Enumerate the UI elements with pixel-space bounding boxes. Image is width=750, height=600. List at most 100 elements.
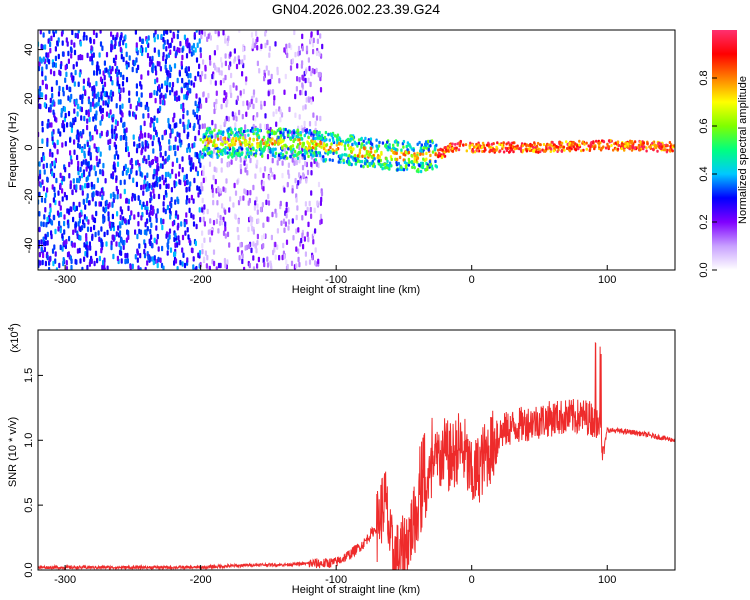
spectrogram-cell-1869 [311,42,315,48]
spectrogram-cell-2080 [219,188,222,194]
spectrogram-cell-2180 [256,240,259,246]
spectrogram-cell-2129 [248,262,251,269]
spectrogram-cell-806 [65,84,69,91]
spectrogram-cell-983 [152,135,155,141]
spectrogram-cell-2880 [287,133,290,138]
spectrogram-cell-3089 [350,137,353,141]
spectrogram-cell-1466 [56,40,59,46]
spectrogram-cell-540 [73,139,76,145]
spectrogram-cell-3044 [290,150,293,154]
spectrogram-cell-2072 [304,160,307,167]
spectrogram-cell-1638 [284,73,287,80]
spectrogram-cell-1206 [173,112,176,119]
spectrogram-cell-130 [86,124,89,131]
spectrogram-cell-3542 [454,142,457,146]
spectrogram-cell-558 [176,157,179,164]
spectrogram-cell-2977 [303,151,307,156]
spectrogram-cell-36 [82,129,85,135]
spectrogram-cell-1044 [38,103,41,109]
spectrogram-cell-3090 [384,165,387,170]
spectrogram-cell-2509 [244,143,247,147]
spectrogram-cell-548 [159,152,162,158]
spectrogram-cell-1284 [93,93,96,99]
spectrogram-cell-1697 [281,254,284,261]
spectrogram-cell-1130 [128,90,131,96]
spectrogram-cell-447 [174,122,177,129]
spectrogram-cell-2285 [255,149,258,153]
spectrogram-cell-1386 [198,98,202,104]
spectrogram-cell-1730 [254,200,257,206]
spectrogram-cell-1860 [279,116,282,123]
spectrogram-cell-1616 [304,210,307,216]
spectrogram-cell-2521 [271,142,274,146]
spectrogram-cell-3578 [509,146,512,150]
spectrogram-cell-1417 [98,255,101,262]
spectrogram-cell-2106 [295,263,298,269]
spectrogram-cell-1959 [220,57,223,63]
spectrogram-cell-1239 [186,84,189,91]
colorbar-gradient [712,30,737,270]
spectrogram-cell-191 [38,211,41,217]
spectrogram-cell-1684 [219,80,222,86]
spectrogram-cell-1311 [39,91,42,98]
spectrogram-cell-2020 [307,97,311,103]
spectrogram-cell-187 [97,91,100,98]
spectrogram-cell-936 [84,204,87,210]
spectrogram-cell-1657 [222,97,225,104]
spectrogram-cell-1481 [79,235,82,241]
spectrogram-cell-1534 [216,200,219,206]
spectrogram-cell-857 [93,184,96,190]
spectrogram-cell-275 [95,80,98,87]
spectrogram-cell-760 [83,256,86,262]
spectrogram-cell-1912 [224,53,227,59]
spectrogram-cell-1341 [48,151,52,157]
spectrogram-cell-1458 [92,191,95,198]
spectrogram-cell-1294 [93,260,96,267]
spectrogram-cell-3389 [512,150,515,154]
spectrogram-cell-1409 [86,182,89,189]
spectrogram-cell-3568 [657,142,660,146]
snr-y-tick-label-2: 1.0 [23,433,35,448]
spectrogram-cell-1133 [77,54,80,61]
spectrogram-cell-1471 [174,173,177,179]
spectrogram-cell-2134 [262,185,265,192]
spectrogram-cell-1168 [47,52,50,58]
spectrogram-cell-1280 [63,191,66,198]
spectrogram-cell-3547 [475,142,478,146]
spectrogram-cell-2945 [327,132,330,137]
spectrogram-cell-230 [136,233,139,240]
spectrogram-cell-740 [52,109,55,115]
spectrogram-cell-622 [161,99,165,106]
spectrogram-cell-3012 [300,136,303,141]
spectrogram-cell-786 [149,134,152,140]
spectrogram-cell-62 [39,169,42,176]
spectrogram-cell-3566 [642,141,645,145]
spectrogram-cell-1670 [297,45,301,52]
spectrogram-cell-1263 [74,222,78,228]
spectrogram-cell-1348 [45,64,48,70]
spectrogram-cell-897 [79,41,82,47]
spectrogram-cell-3007 [349,149,353,153]
spectrogram-cell-1883 [242,88,245,95]
spectrogram-cell-1827 [224,187,227,193]
spectrogram-cell-382 [79,166,82,173]
spectrogram-cell-3185 [595,139,598,143]
spectrogram-cell-263 [76,248,79,254]
spectrogram-cell-1219 [168,234,171,240]
spectrogram-cell-1807 [296,205,299,211]
spectrogram-cell-1315 [189,181,192,187]
spectrogram-cell-282 [45,162,48,169]
spectrogram-cell-1337 [79,131,82,137]
spectrogram-cell-3592 [437,148,440,152]
spectrogram-cell-1185 [41,179,44,185]
spectrogram-cell-1167 [143,155,146,162]
spectrogram-cell-2887 [301,144,304,149]
spectrogram-cell-2177 [246,100,249,106]
spectrogram-cell-1283 [167,244,170,250]
spectrogram-cell-2158 [224,209,227,215]
spectrogram-cell-148 [188,198,191,204]
spectrogram-cell-3028 [212,140,216,144]
spectrogram-cell-377 [64,77,67,83]
spectrogram-cell-1252 [113,194,116,200]
spectrogram-cell-2100 [282,242,285,249]
